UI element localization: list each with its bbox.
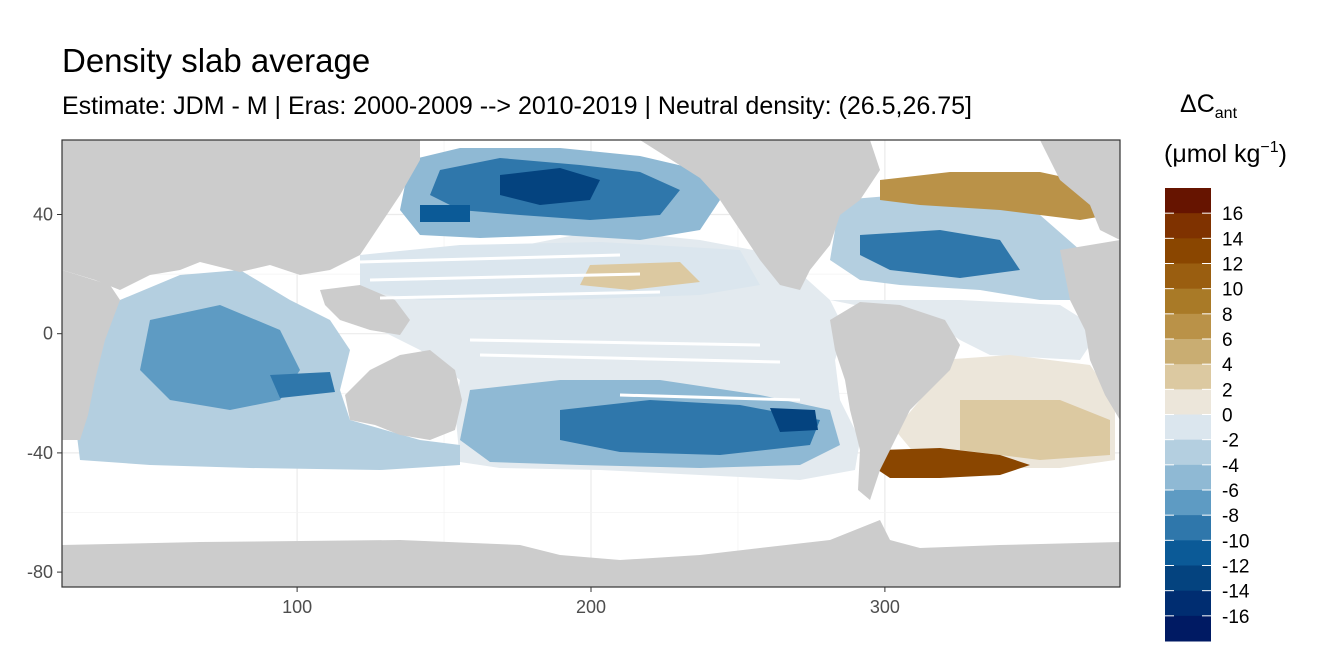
legend-color-swatch	[1165, 339, 1211, 365]
legend-title-sub: ant	[1215, 105, 1238, 122]
x-tick-label: 200	[576, 597, 606, 617]
x-axis: 100 200 300	[282, 587, 900, 617]
legend-color-swatch	[1165, 565, 1211, 592]
north-atlantic-subpolar	[880, 172, 1110, 220]
legend-color-swatch	[1165, 439, 1211, 466]
legend-break-label: 10	[1222, 280, 1243, 301]
x-tick-label: 100	[282, 597, 312, 617]
south-pacific-deep	[770, 408, 818, 432]
kuroshio-patch	[420, 205, 470, 222]
legend-color-swatch	[1165, 313, 1211, 340]
y-axis: 40 0 -40 -80	[27, 205, 62, 582]
malvinas-strong-positive	[875, 448, 1030, 478]
chart-subtitle: Estimate: JDM - M | Eras: 2000-2009 --> …	[62, 92, 972, 120]
legend-color-swatch	[1165, 615, 1211, 642]
legend-color-swatch	[1165, 288, 1211, 315]
legend-break-label: -10	[1222, 531, 1249, 552]
legend-colorbar	[1165, 188, 1211, 642]
legend-color-swatch	[1165, 464, 1211, 491]
land-asia-europe-west	[62, 140, 420, 290]
legend: ΔCant (μmol kg−1) 16 14 12 10 8 6 4 2 0 -2 -4 -6 -8 -…	[1164, 90, 1287, 642]
legend-color-swatch	[1165, 590, 1211, 617]
legend-color-swatch	[1165, 213, 1211, 239]
y-tick-label: 40	[33, 205, 53, 225]
legend-break-label: -4	[1222, 456, 1239, 477]
legend-title: ΔCant	[1180, 90, 1238, 122]
legend-break-label: 14	[1222, 229, 1244, 250]
legend-break-label: 16	[1222, 204, 1243, 225]
legend-break-label: 2	[1222, 380, 1233, 401]
legend-break-label: -8	[1222, 506, 1239, 527]
legend-break-label: -16	[1222, 607, 1249, 628]
land-south-america	[830, 302, 960, 500]
land-europe-north	[1040, 140, 1120, 240]
chart-title: Density slab average	[62, 42, 371, 79]
legend-color-swatch	[1165, 389, 1211, 415]
no-data-stripes	[359, 253, 801, 402]
legend-color-swatch	[1165, 364, 1211, 390]
north-pacific-deep-core	[500, 168, 600, 205]
y-tick-label: -80	[27, 562, 53, 582]
legend-break-label: -14	[1222, 582, 1250, 603]
indian-ocean-core	[140, 305, 300, 410]
legend-color-swatch	[1165, 490, 1211, 516]
land-antarctica	[62, 520, 1120, 587]
legend-break-label: 12	[1222, 255, 1243, 276]
legend-color-swatch	[1165, 188, 1211, 214]
legend-color-swatch	[1165, 540, 1211, 566]
legend-unit-prefix: (μmol kg	[1164, 140, 1260, 168]
legend-break-label: 0	[1222, 406, 1233, 427]
subtropical-pacific-positive	[580, 262, 700, 290]
legend-break-label: -6	[1222, 481, 1239, 502]
legend-color-swatch	[1165, 263, 1211, 290]
south-atlantic-positive	[960, 400, 1110, 460]
legend-unit-suffix: )	[1279, 140, 1287, 168]
land-north-america	[640, 140, 880, 290]
indian-ocean-deep	[270, 372, 335, 398]
legend-break-label: -2	[1222, 431, 1239, 452]
legend-color-swatch	[1165, 515, 1211, 541]
subtropical-pacific-band	[360, 242, 760, 300]
legend-color-swatch	[1165, 238, 1211, 264]
tropical-atlantic-field	[830, 300, 1100, 360]
legend-break-label: 6	[1222, 330, 1233, 351]
ocean-data-field	[75, 148, 1115, 480]
legend-break-label: 8	[1222, 305, 1233, 326]
legend-color-swatch	[1165, 414, 1211, 441]
land-australia	[345, 350, 462, 440]
x-tick-label: 300	[870, 597, 900, 617]
y-tick-label: 0	[43, 324, 53, 344]
legend-break-label: -12	[1222, 557, 1249, 578]
legend-title-main: ΔC	[1180, 90, 1215, 118]
south-pacific-core	[560, 400, 820, 455]
legend-break-label: 4	[1222, 355, 1233, 376]
land-masses	[62, 140, 1120, 587]
legend-labels: 16 14 12 10 8 6 4 2 0 -2 -4 -6 -8 -10 -12 -14 -16	[1222, 204, 1250, 628]
y-tick-label: -40	[27, 443, 53, 463]
north-atlantic-core	[860, 230, 1020, 278]
land-africa-west	[1060, 240, 1120, 420]
legend-unit-exp: −1	[1260, 139, 1278, 156]
legend-unit: (μmol kg−1)	[1164, 139, 1287, 168]
land-africa-east	[62, 270, 120, 440]
